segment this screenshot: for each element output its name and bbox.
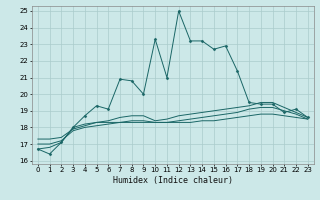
X-axis label: Humidex (Indice chaleur): Humidex (Indice chaleur) <box>113 176 233 185</box>
